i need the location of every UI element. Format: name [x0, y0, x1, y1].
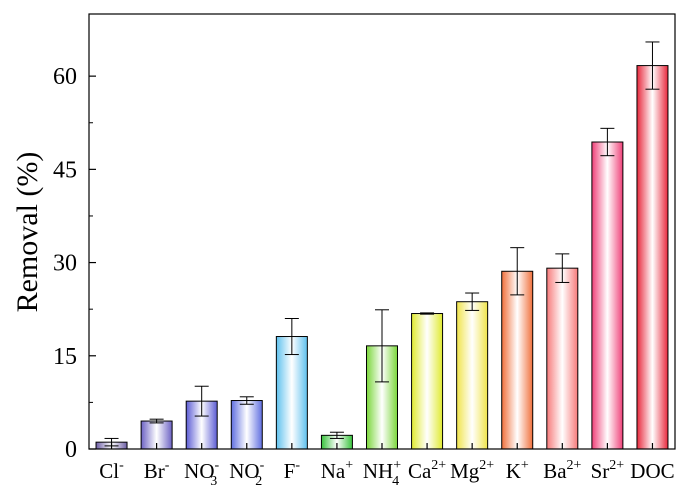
- y-tick-label: 60: [53, 64, 77, 90]
- x-tick-label: K+: [506, 458, 529, 483]
- bar: [275, 336, 308, 450]
- x-tick-label: NH+ 4: [363, 458, 401, 487]
- y-tick-label: 0: [65, 437, 77, 463]
- y-tick-label: 45: [53, 157, 77, 183]
- error-bar: [555, 253, 570, 283]
- bar: [411, 313, 444, 450]
- error-bar: [375, 309, 389, 383]
- x-tick-label: Mg2+: [450, 458, 494, 483]
- error-bar: [645, 41, 660, 90]
- x-tick-label: Sr2+: [591, 458, 625, 483]
- bar: [546, 267, 579, 450]
- y-tick-label: 15: [53, 344, 77, 370]
- bar: [456, 301, 489, 450]
- x-tick-label: NO-2: [229, 458, 264, 487]
- x-tick-label: F-: [284, 458, 301, 483]
- bar: [501, 270, 534, 450]
- y-axis: 0 15 30 45 60: [53, 64, 96, 463]
- error-bar: [465, 292, 480, 311]
- error-bar: [239, 396, 254, 405]
- x-tick-label: NO-3: [184, 458, 219, 487]
- error-bar: [329, 431, 344, 439]
- error-bar: [284, 318, 299, 356]
- y-axis-label: Removal (%): [11, 152, 44, 313]
- bars-group: [95, 65, 669, 450]
- bar: [230, 400, 263, 450]
- error-bar: [600, 127, 615, 157]
- bar: [591, 141, 624, 450]
- error-bar: [510, 247, 525, 296]
- x-tick-label: Ba2+: [543, 458, 581, 483]
- y-tick-label: 30: [53, 251, 77, 277]
- x-tick-label: Br-: [144, 458, 170, 483]
- error-bar: [194, 385, 209, 417]
- error-bar: [420, 312, 435, 315]
- error-bar: [149, 418, 164, 424]
- x-tick-label: Ca2+: [408, 458, 446, 483]
- x-axis: Cl- Br- NO-3 NO-2 F- Na+ NH+ 4 Ca2+ Mg2+ K+ Ba2+ Sr2…: [99, 443, 675, 487]
- x-tick-label: Cl-: [99, 458, 124, 483]
- bar: [636, 65, 669, 450]
- x-tick-label: Na+: [321, 458, 354, 483]
- x-tick-label: DOC: [630, 459, 674, 483]
